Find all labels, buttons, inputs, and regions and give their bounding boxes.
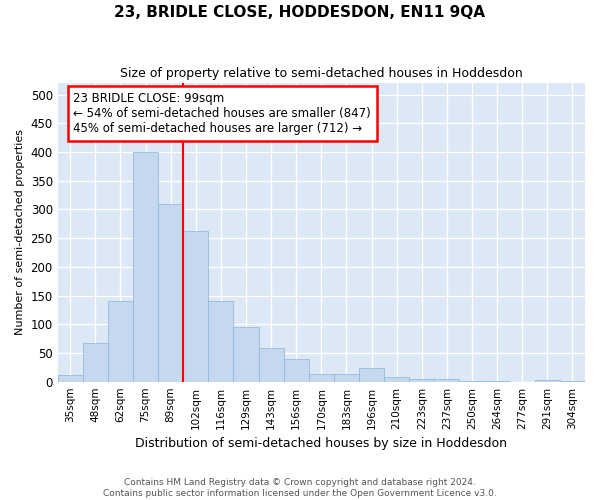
- Text: Contains HM Land Registry data © Crown copyright and database right 2024.
Contai: Contains HM Land Registry data © Crown c…: [103, 478, 497, 498]
- Bar: [133, 152, 158, 382]
- Y-axis label: Number of semi-detached properties: Number of semi-detached properties: [15, 130, 25, 336]
- Bar: [208, 302, 233, 382]
- Bar: [334, 374, 359, 382]
- Bar: [409, 379, 434, 382]
- Bar: [183, 230, 208, 382]
- Bar: [359, 368, 384, 382]
- Bar: [485, 381, 509, 382]
- Bar: [434, 380, 460, 382]
- Bar: [58, 376, 83, 382]
- Bar: [259, 348, 284, 382]
- Bar: [83, 343, 108, 382]
- Bar: [233, 327, 259, 382]
- Text: 23 BRIDLE CLOSE: 99sqm
← 54% of semi-detached houses are smaller (847)
45% of se: 23 BRIDLE CLOSE: 99sqm ← 54% of semi-det…: [73, 92, 371, 135]
- Bar: [284, 358, 309, 382]
- Bar: [535, 380, 560, 382]
- Bar: [309, 374, 334, 382]
- Bar: [158, 204, 183, 382]
- Bar: [460, 380, 485, 382]
- Bar: [108, 302, 133, 382]
- Bar: [560, 380, 585, 382]
- Title: Size of property relative to semi-detached houses in Hoddesdon: Size of property relative to semi-detach…: [120, 68, 523, 80]
- Text: 23, BRIDLE CLOSE, HODDESDON, EN11 9QA: 23, BRIDLE CLOSE, HODDESDON, EN11 9QA: [115, 5, 485, 20]
- Bar: [384, 376, 409, 382]
- X-axis label: Distribution of semi-detached houses by size in Hoddesdon: Distribution of semi-detached houses by …: [136, 437, 508, 450]
